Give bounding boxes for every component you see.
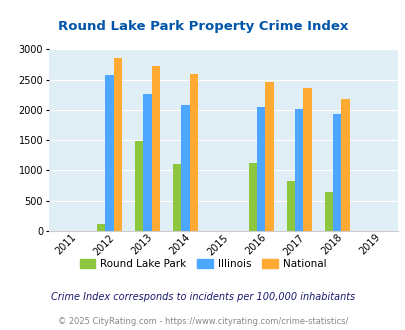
Text: © 2025 CityRating.com - https://www.cityrating.com/crime-statistics/: © 2025 CityRating.com - https://www.city… bbox=[58, 317, 347, 326]
Bar bbox=[143, 94, 151, 231]
Bar bbox=[324, 192, 332, 231]
Bar bbox=[248, 163, 256, 231]
Bar bbox=[97, 224, 105, 231]
Bar bbox=[294, 109, 303, 231]
Bar bbox=[173, 164, 181, 231]
Bar bbox=[151, 66, 160, 231]
Bar bbox=[105, 75, 113, 231]
Bar bbox=[189, 74, 197, 231]
Bar bbox=[113, 58, 121, 231]
Bar bbox=[332, 114, 341, 231]
Text: Round Lake Park Property Crime Index: Round Lake Park Property Crime Index bbox=[58, 20, 347, 33]
Bar bbox=[256, 107, 265, 231]
Bar bbox=[341, 98, 349, 231]
Bar bbox=[134, 141, 143, 231]
Bar bbox=[181, 105, 189, 231]
Bar bbox=[303, 88, 311, 231]
Bar bbox=[286, 181, 294, 231]
Legend: Round Lake Park, Illinois, National: Round Lake Park, Illinois, National bbox=[75, 254, 330, 273]
Bar bbox=[265, 82, 273, 231]
Text: Crime Index corresponds to incidents per 100,000 inhabitants: Crime Index corresponds to incidents per… bbox=[51, 292, 354, 302]
